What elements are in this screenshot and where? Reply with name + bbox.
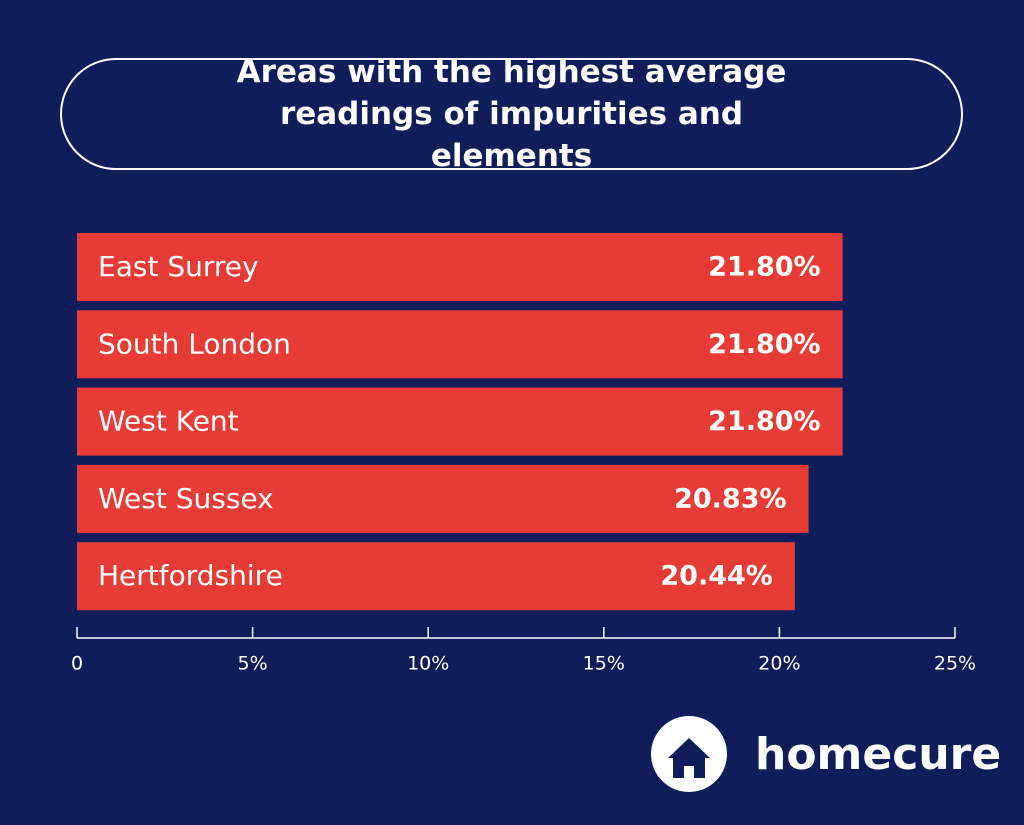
- value-label: 21.80%: [708, 329, 820, 360]
- bar: [77, 310, 843, 379]
- category-label: East Surrey: [98, 250, 259, 283]
- x-tick-label: 0: [71, 653, 83, 675]
- x-tick-label: 20%: [758, 653, 800, 675]
- value-label: 21.80%: [708, 252, 820, 283]
- chart-title: Areas with the highest average readings …: [60, 54, 963, 174]
- brand-name: homecure: [755, 729, 1001, 780]
- category-label: West Kent: [98, 405, 239, 438]
- logo-house: [668, 738, 710, 778]
- category-label: Hertfordshire: [98, 559, 283, 592]
- x-tick-label: 10%: [407, 653, 449, 675]
- bar: [77, 464, 809, 533]
- bar: [77, 387, 843, 456]
- bar: [77, 542, 795, 611]
- category-label: West Sussex: [98, 482, 274, 515]
- x-tick-label: 5%: [238, 653, 268, 675]
- logo: [651, 716, 727, 792]
- value-label: 21.80%: [708, 406, 820, 437]
- x-tick-label: 25%: [934, 653, 976, 675]
- x-tick-label: 15%: [583, 653, 625, 675]
- value-label: 20.83%: [674, 483, 786, 514]
- value-label: 20.44%: [660, 561, 772, 592]
- category-label: South London: [98, 327, 291, 360]
- bar: [77, 233, 843, 301]
